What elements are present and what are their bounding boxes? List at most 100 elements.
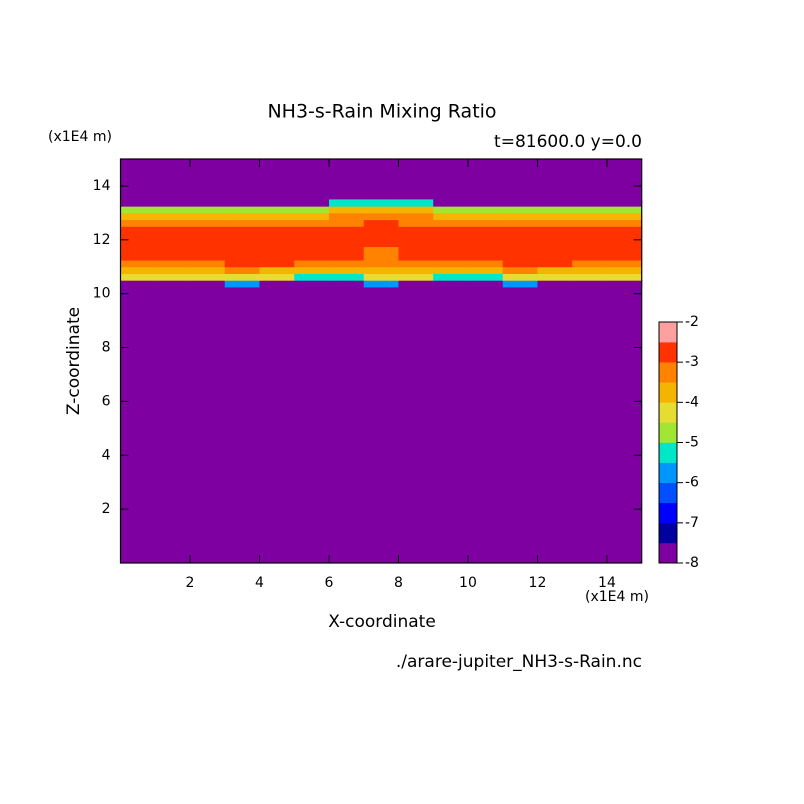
field-cell <box>120 246 156 254</box>
field-cell <box>502 260 538 268</box>
field-cell <box>537 239 573 248</box>
field-cell <box>433 253 469 261</box>
field-cell <box>294 226 330 234</box>
colorbar-segment <box>659 442 677 463</box>
field-cell <box>606 212 643 221</box>
field-cell <box>502 253 538 261</box>
field-cell <box>398 199 434 207</box>
field-cell <box>294 266 330 274</box>
field-cell <box>155 219 191 227</box>
field-cell <box>606 246 643 254</box>
field-cell <box>224 239 260 248</box>
x-tick-label: 2 <box>186 575 195 591</box>
field-cell <box>363 212 399 221</box>
field-cell <box>363 239 399 248</box>
field-cell <box>363 260 399 268</box>
field-cell <box>433 219 469 227</box>
field-cell <box>433 239 469 248</box>
field-cell <box>120 273 156 281</box>
field-cell <box>572 273 608 281</box>
field-cell <box>537 219 573 227</box>
field-cell <box>224 233 260 241</box>
field-cell <box>189 212 226 221</box>
field-cell <box>433 266 469 274</box>
field-cell <box>398 206 434 214</box>
field-cell <box>224 219 260 227</box>
colorbar-segment <box>659 522 677 544</box>
field-cell <box>363 280 399 288</box>
field-cell <box>363 273 399 281</box>
field-cell <box>572 219 608 227</box>
field-cell <box>259 212 295 221</box>
field-cell <box>572 233 608 241</box>
field-cell <box>120 226 156 234</box>
field-cell <box>189 260 226 268</box>
colorbar-tick-label: -8 <box>685 555 699 571</box>
field-cell <box>120 206 156 214</box>
field-cell <box>259 260 295 268</box>
chart-title: NH3-s-Rain Mixing Ratio <box>267 101 496 123</box>
field-cell <box>259 253 295 261</box>
field-cell <box>398 239 434 248</box>
field-cell <box>328 233 365 241</box>
colorbar-segment <box>659 362 677 383</box>
field-cell <box>120 239 156 248</box>
field-cell <box>363 253 399 261</box>
field-cell <box>467 260 504 268</box>
field-cell <box>502 266 538 274</box>
colorbar-segment <box>659 382 677 403</box>
field-cell <box>502 219 538 227</box>
field-cell <box>537 233 573 241</box>
field-cell <box>120 219 156 227</box>
field-cell <box>328 266 365 274</box>
y-tick-label: 12 <box>93 232 111 248</box>
x-axis-label: X-coordinate <box>328 612 436 632</box>
y-axis-label: Z-coordinate <box>64 307 84 415</box>
field-cell <box>189 280 226 288</box>
field-cell <box>363 233 399 241</box>
field-cell <box>572 253 608 261</box>
field-cell <box>259 266 295 274</box>
y-tick-label: 2 <box>102 501 111 517</box>
field-cell <box>155 266 191 274</box>
colorbar-segment <box>659 482 677 504</box>
field-cell <box>363 206 399 214</box>
field-cell <box>433 206 469 214</box>
field-cell <box>189 226 226 234</box>
field-cell <box>155 206 191 214</box>
field-cell <box>259 206 295 214</box>
field-cell <box>294 239 330 248</box>
field-cell <box>363 266 399 274</box>
field-cell <box>537 206 573 214</box>
field-cell <box>537 212 573 221</box>
field-cell <box>502 239 538 248</box>
field-cell <box>502 273 538 281</box>
field-cell <box>433 212 469 221</box>
colorbar-segment <box>659 502 677 524</box>
colorbar-segment <box>659 342 677 363</box>
field-cell <box>606 239 643 248</box>
field-cell <box>433 226 469 234</box>
field-cell <box>224 226 260 234</box>
field-cell <box>398 246 434 254</box>
field-cell <box>572 280 608 288</box>
field-cell <box>224 273 260 281</box>
field-cell <box>606 199 643 207</box>
colorbar-tick-label: -4 <box>685 394 699 410</box>
footer: ./arare-jupiter_NH3-s-Rain.nc <box>396 652 642 672</box>
field-cell <box>467 212 504 221</box>
field-cell <box>224 260 260 268</box>
x-tick-label: 8 <box>394 575 403 591</box>
field-cell <box>537 266 573 274</box>
field-cell <box>606 253 643 261</box>
field-cell <box>189 199 226 207</box>
field-cell <box>328 280 365 288</box>
field-cell <box>189 253 226 261</box>
field-cell <box>120 266 156 274</box>
field-cell <box>502 246 538 254</box>
field-cell <box>259 226 295 234</box>
field-cell <box>537 246 573 254</box>
field-cell <box>189 266 226 274</box>
field-cell <box>398 266 434 274</box>
colorbar-tick-label: -6 <box>685 475 699 491</box>
